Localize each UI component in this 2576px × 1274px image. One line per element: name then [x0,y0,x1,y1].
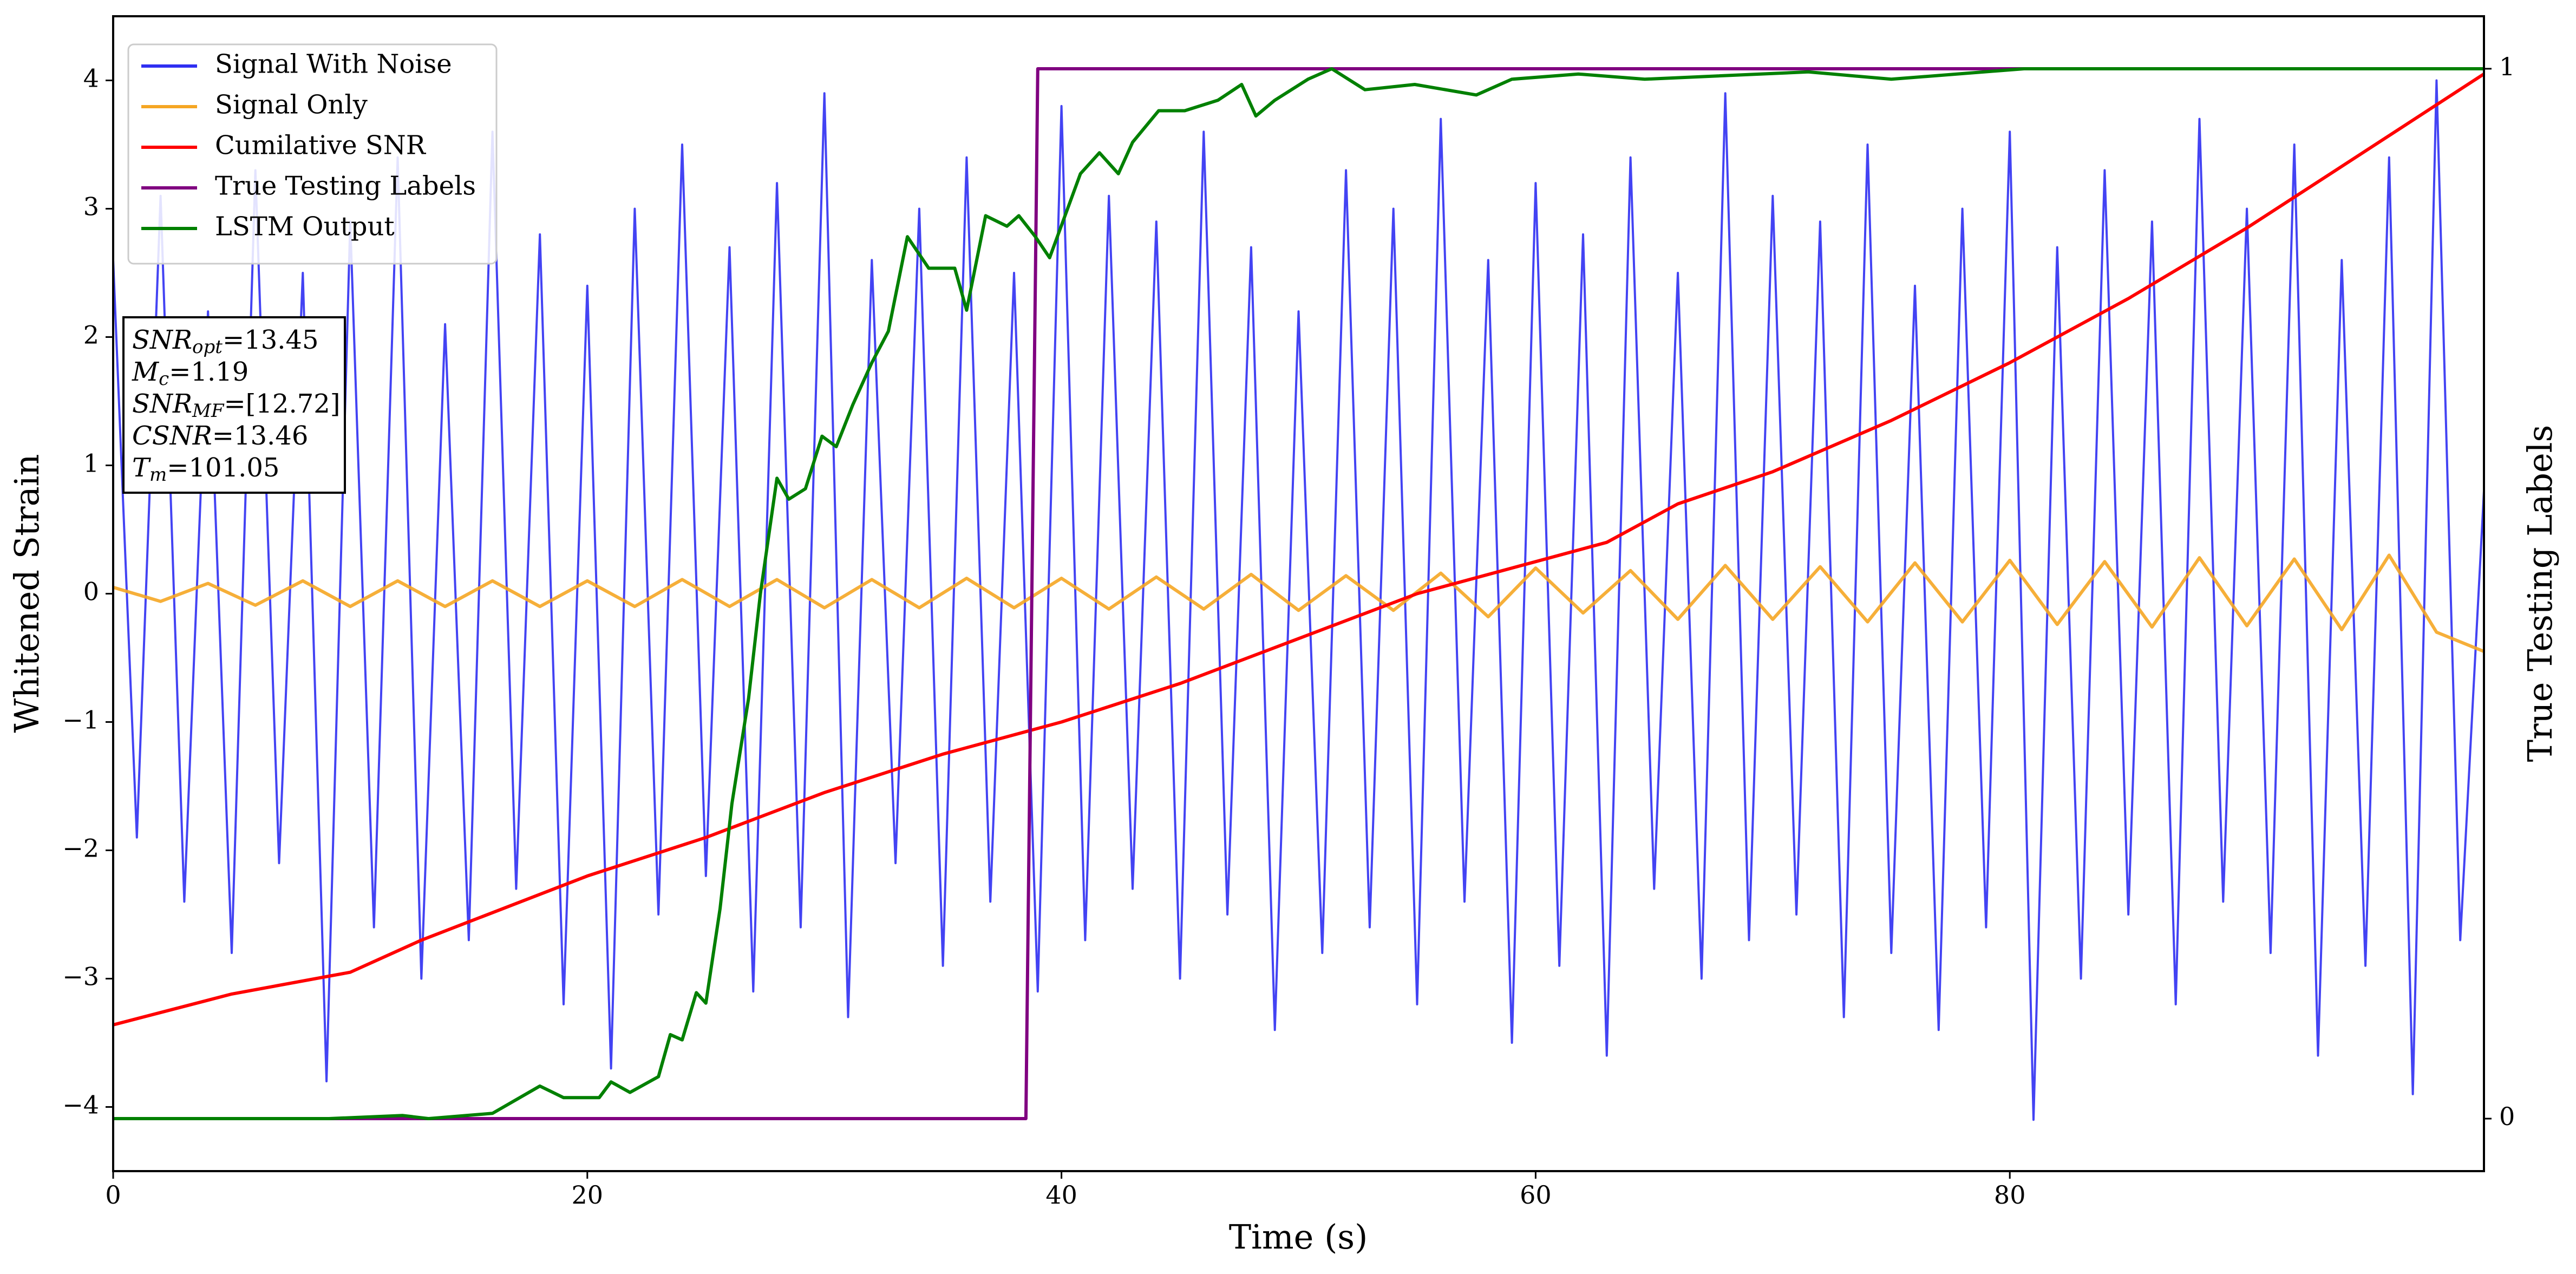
y-tick-label: 0 [83,577,99,606]
y-axis-label: Whitened Strain [7,454,47,733]
x-axis-label: Time (s) [1229,1217,1368,1257]
y-tick-label: 3 [83,192,99,221]
y2-tick-label: 0 [2499,1102,2515,1131]
legend-label: True Testing Labels [215,171,476,201]
annotation-subscript: m [149,464,167,486]
legend: Signal With Noise Signal Only Cumilative S… [127,43,498,265]
annotation-text: SNRMF=[12.72] [132,389,341,422]
annotation-subscript: c [159,368,169,390]
frame [112,15,2485,1172]
legend-label: LSTM Output [215,212,395,242]
series-line [113,553,2484,653]
annotation-value: =101.05 [167,453,279,483]
annotation-subscript: opt [192,336,223,358]
annotation-symbol: CSNR [132,421,212,451]
y-tick-label: −4 [62,1090,99,1120]
annotation-symbol: SNR [132,325,192,355]
annotation-frame [122,316,346,494]
y-tick-label: −3 [62,962,99,991]
y2-axis-label: True Testing Labels [2520,425,2560,762]
annotation-text: Mc=1.19 [132,357,249,390]
series-line [113,67,2484,1120]
annotation-text: Tm=101.05 [132,453,279,486]
y-tick-label: −2 [62,834,99,863]
annotation-symbol: T [132,453,151,483]
x-tick-label: 20 [572,1180,604,1210]
y-tick-label: 1 [83,449,99,478]
legend-label: Signal Only [215,90,368,120]
series-line [113,67,2484,1120]
annotation-subscript: MF [192,400,225,422]
annotation-text: CSNR=13.46 [132,421,308,451]
plot-area [113,67,2484,1121]
annotation-value: =1.19 [169,357,249,387]
annotation-value: =13.46 [212,421,309,451]
legend-label: Signal With Noise [215,49,452,80]
x-tick-label: 0 [105,1180,121,1210]
annotation-text: SNRopt=13.45 [132,325,319,358]
y-tick-label: 4 [83,64,99,93]
x-tick-label: 80 [1994,1180,2026,1210]
y-tick-label: 2 [83,321,99,350]
series-line [113,79,2484,1121]
series-line [113,73,2484,1027]
annotation-value: =13.45 [223,325,319,355]
annotation-value: =[12.72] [224,389,340,419]
x-tick-label: 60 [1520,1180,1552,1210]
x-tick-label: 40 [1045,1180,1077,1210]
y-tick-label: −1 [62,705,99,735]
legend-label: Cumilative SNR [215,130,427,161]
y2-tick-label: 1 [2499,52,2515,81]
annotation-symbol: M [132,357,160,387]
annotation-box: SNRopt=13.45Mc=1.19SNRMF=[12.72]CSNR=13.… [122,316,346,494]
annotation-symbol: SNR [132,389,192,419]
legend-box [127,43,498,265]
